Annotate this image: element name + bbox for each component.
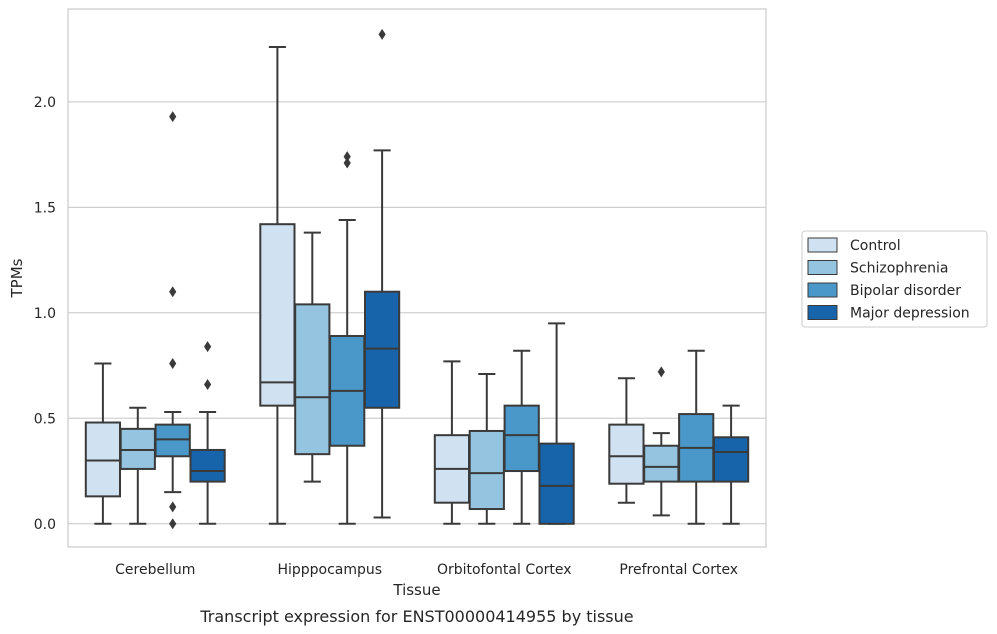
box-body (154, 423, 191, 458)
legend-item: Major depression (807, 305, 970, 322)
outlier-point (169, 286, 177, 298)
y-axis-label: TPMs (8, 258, 26, 298)
box-0-3 (608, 377, 645, 504)
box-body (468, 429, 505, 511)
legend-swatch (807, 282, 838, 298)
box-body (712, 436, 750, 483)
box-2-0 (154, 111, 191, 530)
box-0-1 (259, 45, 296, 525)
box-1-2 (468, 372, 505, 525)
box-3-1 (363, 28, 401, 519)
y-tick-label: 0.0 (34, 517, 56, 533)
box-0-0 (84, 362, 122, 525)
outlier-point (378, 28, 386, 40)
box-groups (84, 28, 750, 530)
outlier-point (343, 157, 351, 169)
box-0-2 (433, 360, 471, 525)
box-body (363, 290, 401, 409)
plot-frame (67, 8, 767, 548)
legend-swatch (807, 305, 838, 320)
legend-label: Major depression (850, 306, 970, 322)
outlier-point (169, 518, 177, 530)
box-body (189, 448, 226, 483)
chart-caption: Transcript expression for ENST0000041495… (199, 607, 633, 626)
legend-label: Schizophrenia (850, 261, 948, 277)
box-1-1 (294, 231, 331, 483)
legend-item: Bipolar disorder (807, 282, 961, 299)
legend-item: Control (807, 237, 901, 254)
box-3-2 (538, 322, 575, 525)
box-3-3 (712, 404, 750, 525)
box-1-3 (643, 366, 680, 517)
box-body (294, 303, 331, 456)
legend-label: Control (850, 238, 901, 254)
y-tick-label: 0.5 (34, 411, 56, 427)
x-axis-label: Tissue (392, 581, 440, 599)
outlier-point (204, 379, 212, 391)
box-body (608, 423, 645, 485)
outlier-point (169, 111, 177, 123)
x-tick-label: Orbitofontal Cortex (437, 562, 572, 578)
legend-swatch (807, 260, 838, 275)
x-tick-label: Cerebellum (115, 562, 195, 578)
y-tick-labels: 0.0 0.5 1.0 1.5 2.0 (34, 95, 56, 533)
box-body (259, 223, 296, 407)
outlier-point (657, 366, 665, 378)
box-3-0 (189, 341, 226, 525)
x-tick-label: Hipppocampus (277, 562, 382, 578)
legend-swatch (807, 237, 838, 253)
legend-items: Control Schizophrenia Bipolar disorder Majo… (807, 237, 970, 322)
box-body (643, 444, 680, 483)
y-tick-label: 1.0 (34, 306, 56, 322)
x-tick-label: Prefrontal Cortex (619, 562, 738, 578)
outlier-point (169, 357, 177, 369)
legend-label: Bipolar disorder (850, 283, 961, 299)
box-body (538, 442, 575, 525)
outlier-point (343, 151, 351, 163)
y-tick-label: 2.0 (34, 95, 56, 111)
outlier-point (204, 341, 212, 353)
box-2-2 (503, 349, 540, 525)
outlier-point (169, 501, 177, 513)
box-body (503, 404, 540, 473)
box-body (84, 421, 122, 498)
box-1-0 (119, 406, 156, 525)
box-2-1 (329, 151, 366, 525)
grid-lines (68, 101, 766, 525)
box-body (119, 427, 156, 470)
legend-item: Schizophrenia (807, 260, 948, 277)
y-tick-label: 1.5 (34, 200, 56, 216)
legend-frame (801, 230, 988, 328)
box-2-3 (678, 349, 715, 525)
x-tick-labels: Cerebellum Hipppocampus Orbitofontal Corte… (115, 562, 738, 578)
legend: Control Schizophrenia Bipolar disorder Majo… (801, 230, 988, 328)
